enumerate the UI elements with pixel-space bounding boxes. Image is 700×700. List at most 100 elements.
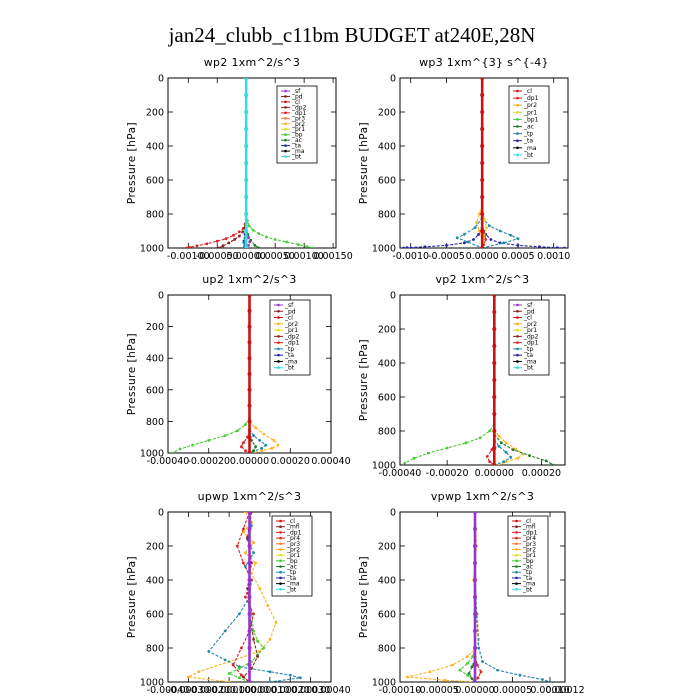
data-point [253,244,257,247]
data-point [221,244,225,248]
legend-entry: _ta [522,575,532,582]
legend-entry: _ta [291,143,301,150]
series-line-pr3 [245,213,313,248]
legend-marker [516,96,519,100]
y-tick-label: 800 [146,644,164,655]
data-point [443,678,447,682]
data-point [403,461,407,465]
legend-marker [277,360,280,363]
data-point [244,246,249,248]
y-tick-label: 600 [146,610,164,621]
data-point [502,460,506,463]
data-point [466,240,470,244]
legend-marker [516,111,519,114]
x-tick-label: 0.0005 [501,251,534,262]
data-point [426,451,430,455]
data-point [412,456,416,460]
x-tick-label: 0.0010 [537,251,570,262]
data-point [254,561,257,565]
data-point [551,463,555,465]
legend-marker [279,576,282,580]
legend-entry: _cl [286,518,295,525]
y-tick-label: 1000 [372,678,396,689]
legend-marker [284,117,287,120]
legend-marker [515,582,518,585]
y-tick-label: 600 [378,393,396,404]
legend-entry: _ma [291,148,305,155]
data-point [248,240,252,244]
data-point [473,680,477,682]
data-point [470,665,474,669]
data-point [240,445,243,449]
panel-title: upwp 1xm^2/s^3 [198,490,302,503]
legend-marker [277,347,280,351]
x-tick-label: -0.00010 [379,685,422,696]
legend-marker [516,132,519,135]
series-group [186,512,302,682]
data-point [247,435,252,440]
data-point [480,178,485,182]
data-point [207,439,211,442]
legend-entry: _tp [286,569,296,576]
data-point [223,658,227,662]
data-point [480,161,485,165]
legend-entry: _pr1 [523,327,537,334]
legend-marker [515,536,518,540]
data-point [470,677,474,680]
data-point [473,663,477,667]
y-tick-label: 800 [146,417,164,428]
x-tick-label: 0.00020 [271,685,310,696]
legend-marker [279,542,282,546]
legend-marker [277,366,280,370]
y-tick-label: 600 [378,610,396,621]
y-tick-label: 400 [146,354,164,365]
data-point [488,460,491,463]
data-point [252,551,256,555]
legend-marker [516,347,519,351]
data-point [492,295,497,297]
data-point [492,429,497,433]
y-axis-label: Pressure [hPa] [358,556,370,638]
data-point [516,456,520,460]
legend-entry: _pr4 [522,535,536,542]
legend-marker [279,548,282,551]
data-point [492,327,497,331]
data-point [268,680,272,682]
legend-marker [515,548,518,551]
data-point [473,561,477,565]
data-point [509,233,513,237]
legend-entry: _pr1 [284,327,298,334]
legend-entry: _cl [291,99,300,106]
data-point [244,127,249,131]
y-axis-label: Pressure [hPa] [126,122,138,204]
legend-entry: _pr1 [523,109,537,116]
data-point [492,446,497,450]
legend-marker [516,103,519,107]
data-point [466,655,469,658]
x-tick-label: -0.00040 [379,468,422,479]
data-point [251,228,255,232]
data-point [254,445,257,449]
legend-entry: _cl [522,518,531,525]
data-point [252,541,256,544]
series-line-pr1 [493,428,524,465]
data-point [273,238,277,241]
legend-marker [516,341,519,344]
data-point [247,629,252,633]
data-point [563,246,566,248]
data-point [265,235,268,239]
y-axis-label: Pressure [hPa] [358,339,370,421]
y-tick-label: 800 [378,644,396,655]
data-point [260,449,264,452]
data-point [247,372,252,376]
series-line-bp [227,596,265,682]
y-tick-label: 600 [146,176,164,187]
legend-marker [279,559,282,563]
series-line-pr2 [404,423,495,464]
legend-marker [277,353,280,357]
legend-marker [284,127,287,131]
legend-entry: _sf [523,302,533,309]
data-point [237,676,241,680]
data-point [242,441,245,445]
